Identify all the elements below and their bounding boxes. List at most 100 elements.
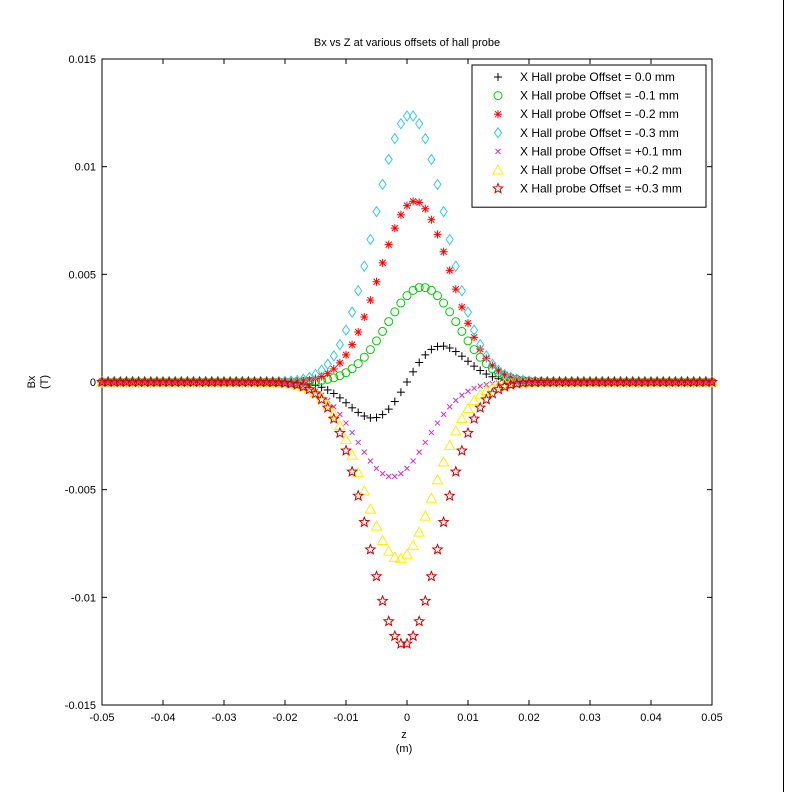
data-point — [339, 444, 353, 456]
data-point — [470, 362, 479, 371]
data-point — [384, 317, 394, 327]
data-point — [504, 378, 517, 390]
data-point — [373, 465, 380, 472]
data-point — [464, 319, 472, 328]
data-point — [433, 291, 442, 301]
data-point — [323, 385, 332, 394]
legend-box — [471, 64, 707, 208]
data-point — [297, 380, 310, 392]
data-point — [378, 178, 387, 191]
data-point — [329, 373, 339, 383]
data-point — [335, 358, 344, 367]
data-point — [474, 401, 487, 413]
data-point — [303, 383, 316, 395]
data-point — [456, 412, 468, 423]
data-point — [400, 637, 414, 649]
data-point — [427, 153, 436, 166]
legend-entry: X Hall probe Offset = 0.0 mm — [520, 70, 675, 84]
data-point — [309, 386, 322, 398]
data-point — [343, 420, 349, 426]
data-point — [452, 397, 459, 404]
data-point — [443, 439, 456, 450]
legend-entry: X Hall probe Offset = +0.1 mm — [520, 144, 682, 158]
data-point — [494, 364, 503, 377]
y-tick-label: 0 — [90, 377, 96, 389]
legend-marker — [493, 91, 503, 101]
data-point — [402, 110, 412, 122]
data-point — [421, 204, 430, 213]
y-tick-label: -0.01 — [71, 592, 96, 604]
data-point — [445, 266, 454, 275]
data-point — [482, 370, 491, 379]
data-point — [317, 372, 326, 381]
data-point — [341, 368, 351, 378]
data-point — [360, 313, 369, 322]
y-tick-label: 0.005 — [68, 269, 96, 281]
data-point — [323, 369, 332, 378]
data-point — [372, 336, 381, 346]
legend-entry: X Hall probe Offset = -0.1 mm — [520, 89, 679, 103]
data-point — [364, 503, 377, 514]
data-point — [342, 398, 350, 407]
data-point — [379, 470, 386, 477]
x-tick-label: -0.02 — [272, 712, 297, 724]
data-point — [464, 357, 472, 366]
data-point — [353, 359, 363, 369]
x-tick-label: -0.01 — [333, 712, 358, 724]
data-point — [303, 383, 316, 394]
legend-entry: X Hall probe Offset = -0.3 mm — [520, 126, 679, 140]
x-tick-label: 0.01 — [457, 712, 478, 724]
data-point — [388, 629, 401, 642]
data-point — [327, 408, 340, 419]
data-point — [476, 338, 485, 351]
data-point — [488, 372, 497, 381]
data-point — [705, 375, 719, 388]
axis-tick-labels: -0.05 -0.04 -0.03 -0.02 -0.01 0 0.01 0.02 0.03 0.… — [65, 54, 723, 724]
x-tick-label: 0.04 — [640, 712, 661, 724]
legend-entry: X Hall probe Offset = +0.2 mm — [520, 163, 682, 177]
data-point — [413, 615, 426, 627]
data-point — [446, 403, 453, 410]
data-point — [355, 439, 362, 446]
data-point — [346, 449, 358, 460]
data-point — [361, 449, 368, 455]
data-point — [367, 458, 374, 464]
data-point — [445, 233, 454, 246]
data-point — [321, 401, 334, 413]
data-point — [457, 326, 467, 336]
data-point — [334, 419, 346, 431]
data-point — [352, 489, 365, 501]
y-tick-label: -0.015 — [65, 700, 96, 712]
data-point — [408, 110, 418, 122]
data-point — [445, 343, 454, 352]
legend-marker — [495, 148, 501, 155]
data-point — [426, 285, 436, 295]
data-point — [463, 306, 473, 319]
data-point — [370, 520, 383, 531]
data-point — [297, 380, 310, 392]
data-point — [407, 539, 419, 550]
data-point — [352, 466, 365, 478]
data-point — [378, 326, 388, 336]
data-point — [347, 364, 357, 374]
data-point — [354, 284, 363, 297]
data-point — [431, 543, 444, 555]
data-point — [457, 352, 466, 361]
data-point — [391, 473, 398, 480]
chart-title: Bx vs Z at various offsets of hall probe — [314, 37, 500, 49]
data-point — [419, 594, 432, 607]
x-tick-label: 0.05 — [701, 712, 722, 724]
data-point — [342, 350, 350, 359]
data-point — [455, 444, 468, 456]
data-point — [358, 515, 371, 528]
data-point — [403, 201, 411, 210]
data-point — [421, 350, 430, 359]
data-point — [346, 465, 359, 477]
data-point — [329, 349, 338, 362]
data-point — [443, 489, 456, 501]
window-edge — [783, 0, 784, 792]
data-point — [476, 366, 485, 375]
data-point — [372, 205, 381, 218]
data-point — [335, 393, 344, 402]
